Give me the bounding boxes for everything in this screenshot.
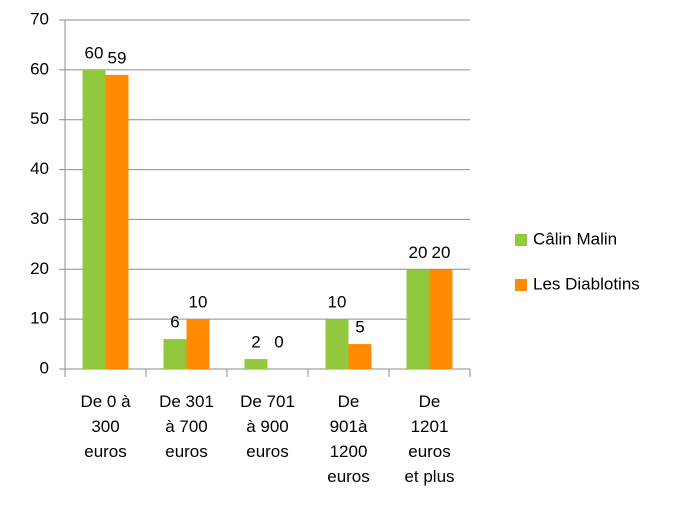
x-tick-label: De 1201 euros et plus — [404, 392, 455, 486]
bar — [348, 344, 372, 369]
x-tick-label-box: De 1201 euros et plus — [404, 392, 455, 486]
x-tick-label: De 901à 1200 euros — [327, 392, 370, 486]
bar — [406, 269, 430, 369]
bar — [163, 339, 187, 369]
data-label: 0 — [274, 332, 283, 351]
y-tick-label: 70 — [30, 9, 49, 28]
bar — [186, 319, 210, 369]
bar — [429, 269, 453, 369]
bar — [325, 319, 349, 369]
x-tick-label-box: De 701 à 900 euros — [240, 392, 295, 461]
data-label: 6 — [170, 313, 179, 332]
legend-swatch — [515, 234, 527, 246]
x-tick-label: De 0 à 300 euros — [80, 392, 131, 461]
data-label: 60 — [85, 43, 104, 62]
y-tick-label: 10 — [30, 309, 49, 328]
x-tick-label-box: De 901à 1200 euros — [327, 392, 370, 486]
x-tick-label: De 701 à 900 euros — [240, 392, 295, 461]
legend-label: Câlin Malin — [533, 229, 617, 248]
data-label: 59 — [108, 48, 127, 67]
y-tick-label: 60 — [30, 59, 49, 78]
bar — [105, 74, 129, 369]
data-label: 20 — [432, 243, 451, 262]
legend-label: Les Diablotins — [533, 274, 640, 293]
y-tick-label: 50 — [30, 109, 49, 128]
data-label: 10 — [328, 293, 347, 312]
y-tick-label: 40 — [30, 159, 49, 178]
legend-swatch — [515, 279, 527, 291]
x-tick-label-box: De 0 à 300 euros — [80, 392, 131, 461]
data-label: 10 — [189, 293, 208, 312]
y-tick-label: 20 — [30, 259, 49, 278]
bar — [82, 69, 106, 369]
x-tick-label-box: De 301 à 700 euros — [159, 392, 214, 461]
data-label: 2 — [251, 333, 260, 352]
y-tick-label: 0 — [40, 358, 49, 377]
data-label: 5 — [355, 318, 364, 337]
y-tick-label: 30 — [30, 209, 49, 228]
data-label: 20 — [409, 243, 428, 262]
bar — [244, 359, 268, 369]
x-tick-label: De 301 à 700 euros — [159, 392, 214, 461]
